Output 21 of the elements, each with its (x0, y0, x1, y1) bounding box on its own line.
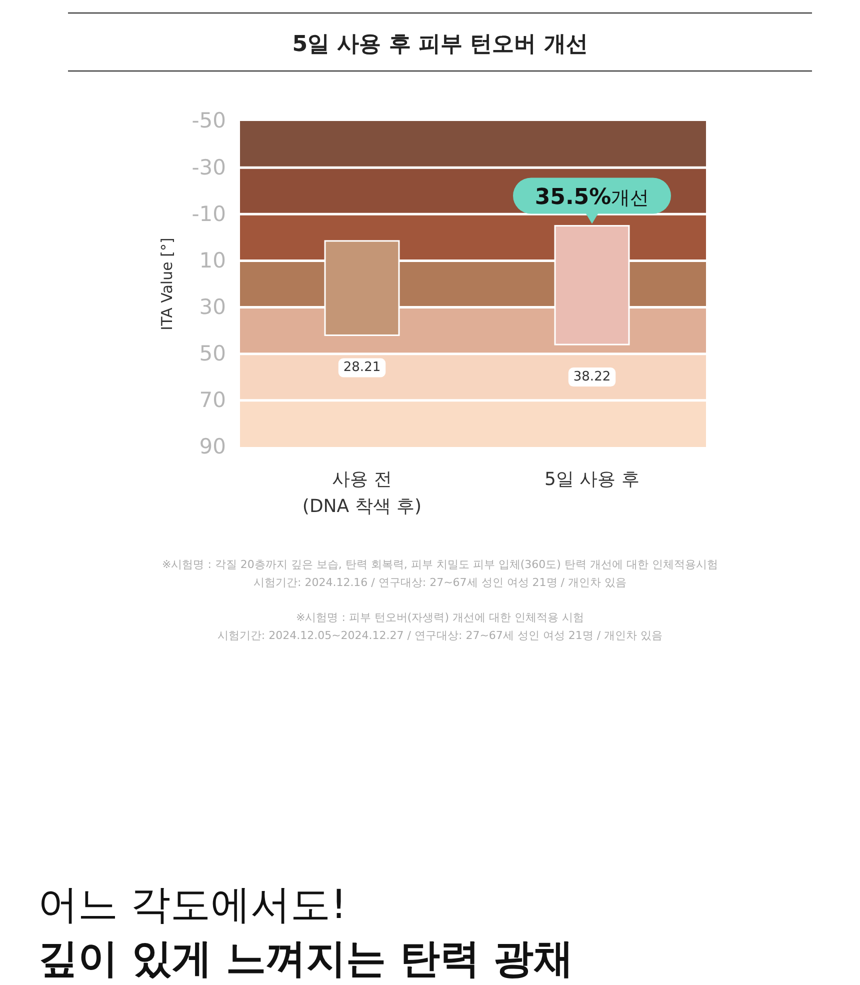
y-tick-label: -10 (192, 202, 226, 226)
y-tick-label: 70 (199, 388, 226, 412)
text: 시험기간: 2024.12.05~2024.12.27 / 연구대상: 27~67세 성인 여성 21명 / 개인차 있음 (217, 629, 663, 642)
chart-title: 5일 사용 후 피부 턴오버 개선 (292, 32, 588, 57)
text: ※시험명 : 각질 20층까지 깊은 보습, 탄력 회복력, 피부 치밀도 피부 입체(360도) 탄력 개선에 대한 인체적용시험 (162, 558, 718, 571)
annotation: 35.5%개선 (534, 184, 650, 210)
x-tick-label: 5일 사용 후 (544, 469, 640, 490)
text: ※시험명 : 피부 턴오버(자생력) 개선에 대한 인체적용 시험 (296, 611, 584, 624)
annotation: 38.22 (573, 370, 611, 385)
text: 시험기간: 2024.12.16 / 연구대상: 27~67세 성인 여성 21명 / 개인차 있음 (254, 576, 626, 589)
text: 깊이 있게 느껴지는 탄력 광채 (38, 936, 574, 982)
x-tick-label: 사용 전 (DNA 착색 후) (302, 469, 422, 517)
y-axis-title: ITA Value [°] (158, 238, 176, 330)
y-tick-label: -50 (192, 108, 226, 133)
y-tick-label: 30 (199, 295, 226, 320)
y-tick-label: -30 (192, 155, 226, 180)
text: 어느 각도에서도! (38, 882, 347, 928)
y-tick-label: 90 (199, 434, 226, 459)
annotation: 28.21 (343, 360, 381, 376)
y-tick-label: 10 (199, 248, 226, 272)
y-tick-label: 50 (199, 342, 226, 366)
